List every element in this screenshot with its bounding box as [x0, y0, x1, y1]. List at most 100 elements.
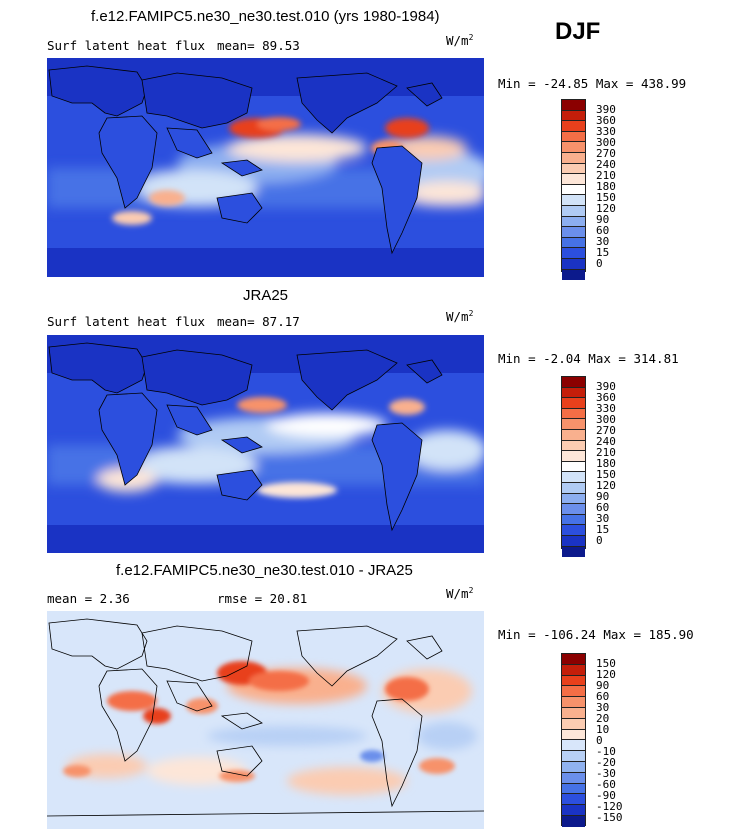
colorbar-swatch	[562, 100, 585, 111]
panel1-colorbar	[561, 99, 586, 281]
colorbar-swatch	[562, 654, 585, 665]
panel3-colorbar	[561, 653, 586, 827]
panel3-minmax: Min = -106.24 Max = 185.90	[498, 627, 694, 642]
colorbar-tick-label: 20	[596, 712, 610, 725]
colorbar-tick-label: 120	[596, 668, 616, 681]
colorbar-tick-label: 300	[596, 413, 616, 426]
colorbar-tick-label: 60	[596, 501, 610, 514]
colorbar-swatch	[562, 783, 585, 795]
panel2-map	[47, 335, 484, 553]
colorbar-tick-label: 60	[596, 224, 610, 237]
colorbar-tick-label: 180	[596, 180, 616, 193]
panel1-minmax: Min = -24.85 Max = 438.99	[498, 76, 687, 91]
colorbar-tick-label: -120	[596, 800, 623, 813]
colorbar-swatch	[562, 237, 585, 249]
colorbar-swatch	[562, 664, 585, 676]
colorbar-tick-label: 90	[596, 490, 610, 503]
colorbar-tick-label: 10	[596, 723, 610, 736]
colorbar-tick-label: 360	[596, 391, 616, 404]
colorbar-swatch	[562, 504, 585, 515]
colorbar-tick-label: 120	[596, 479, 616, 492]
colorbar-tick-label: 60	[596, 690, 610, 703]
colorbar-tick-label: 180	[596, 457, 616, 470]
panel1-mean-label: mean= 89.53	[217, 38, 300, 53]
colorbar-tick-label: 210	[596, 169, 616, 182]
colorbar-swatch	[562, 216, 585, 228]
colorbar-tick-label: 90	[596, 679, 610, 692]
colorbar-swatch	[562, 697, 585, 708]
colorbar-tick-label: 240	[596, 435, 616, 448]
panel3-mean-label: mean = 2.36	[47, 591, 130, 606]
colorbar-swatch	[562, 387, 585, 399]
colorbar-swatch	[562, 248, 585, 259]
colorbar-tick-label: 270	[596, 147, 616, 160]
colorbar-swatch	[562, 472, 585, 483]
colorbar-swatch	[562, 269, 585, 281]
colorbar-swatch	[562, 408, 585, 420]
colorbar-swatch	[562, 514, 585, 526]
panel1-units: W/m2	[446, 32, 474, 48]
colorbar-swatch	[562, 761, 585, 773]
colorbar-tick-label: -90	[596, 789, 616, 802]
colorbar-tick-label: -10	[596, 745, 616, 758]
colorbar-tick-label: 270	[596, 424, 616, 437]
colorbar-tick-label: 90	[596, 213, 610, 226]
colorbar-swatch	[562, 205, 585, 217]
season-label: DJF	[555, 18, 601, 45]
panel2-title: JRA25	[243, 287, 289, 304]
panel3-units: W/m2	[446, 585, 474, 601]
colorbar-swatch	[562, 729, 585, 741]
colorbar-tick-label: 390	[596, 380, 616, 393]
panel1-title: f.e12.FAMIPC5.ne30_ne30.test.010 (yrs 19…	[91, 8, 440, 25]
colorbar-swatch	[562, 805, 585, 816]
colorbar-swatch	[562, 429, 585, 441]
colorbar-tick-label: 330	[596, 125, 616, 138]
colorbar-tick-label: 0	[596, 534, 603, 547]
panel2-variable-label: Surf latent heat flux	[47, 314, 206, 329]
colorbar-tick-label: 150	[596, 468, 616, 481]
colorbar-swatch	[562, 419, 585, 430]
panel3-map	[47, 611, 484, 829]
colorbar-swatch	[562, 195, 585, 206]
colorbar-swatch	[562, 174, 585, 185]
panel1-map	[47, 58, 484, 277]
colorbar-swatch	[562, 377, 585, 388]
colorbar-swatch	[562, 686, 585, 698]
colorbar-tick-label: 150	[596, 191, 616, 204]
colorbar-swatch	[562, 461, 585, 473]
colorbar-swatch	[562, 451, 585, 462]
colorbar-swatch	[562, 794, 585, 806]
colorbar-tick-label: 30	[596, 235, 610, 248]
colorbar-swatch	[562, 815, 585, 827]
colorbar-tick-label: 150	[596, 657, 616, 670]
colorbar-tick-label: 15	[596, 523, 610, 536]
colorbar-tick-label: 360	[596, 114, 616, 127]
colorbar-swatch	[562, 152, 585, 164]
colorbar-swatch	[562, 525, 585, 536]
panel2-units: W/m2	[446, 308, 474, 324]
colorbar-tick-label: 30	[596, 701, 610, 714]
colorbar-swatch	[562, 493, 585, 505]
panel2-colorbar	[561, 376, 586, 558]
colorbar-swatch	[562, 772, 585, 784]
colorbar-tick-label: 390	[596, 103, 616, 116]
colorbar-tick-label: 120	[596, 202, 616, 215]
colorbar-swatch	[562, 440, 585, 452]
colorbar-tick-label: 0	[596, 257, 603, 270]
colorbar-swatch	[562, 546, 585, 558]
colorbar-tick-label: 330	[596, 402, 616, 415]
colorbar-swatch	[562, 675, 585, 687]
colorbar-swatch	[562, 131, 585, 143]
colorbar-swatch	[562, 751, 585, 762]
colorbar-swatch	[562, 121, 585, 132]
colorbar-swatch	[562, 258, 585, 270]
colorbar-tick-label: -30	[596, 767, 616, 780]
colorbar-tick-label: 0	[596, 734, 603, 747]
colorbar-tick-label: 240	[596, 158, 616, 171]
colorbar-swatch	[562, 163, 585, 175]
panel3-rmse-label: rmse = 20.81	[217, 591, 308, 606]
colorbar-swatch	[562, 184, 585, 196]
colorbar-tick-label: 300	[596, 136, 616, 149]
colorbar-tick-label: -20	[596, 756, 616, 769]
colorbar-swatch	[562, 110, 585, 122]
